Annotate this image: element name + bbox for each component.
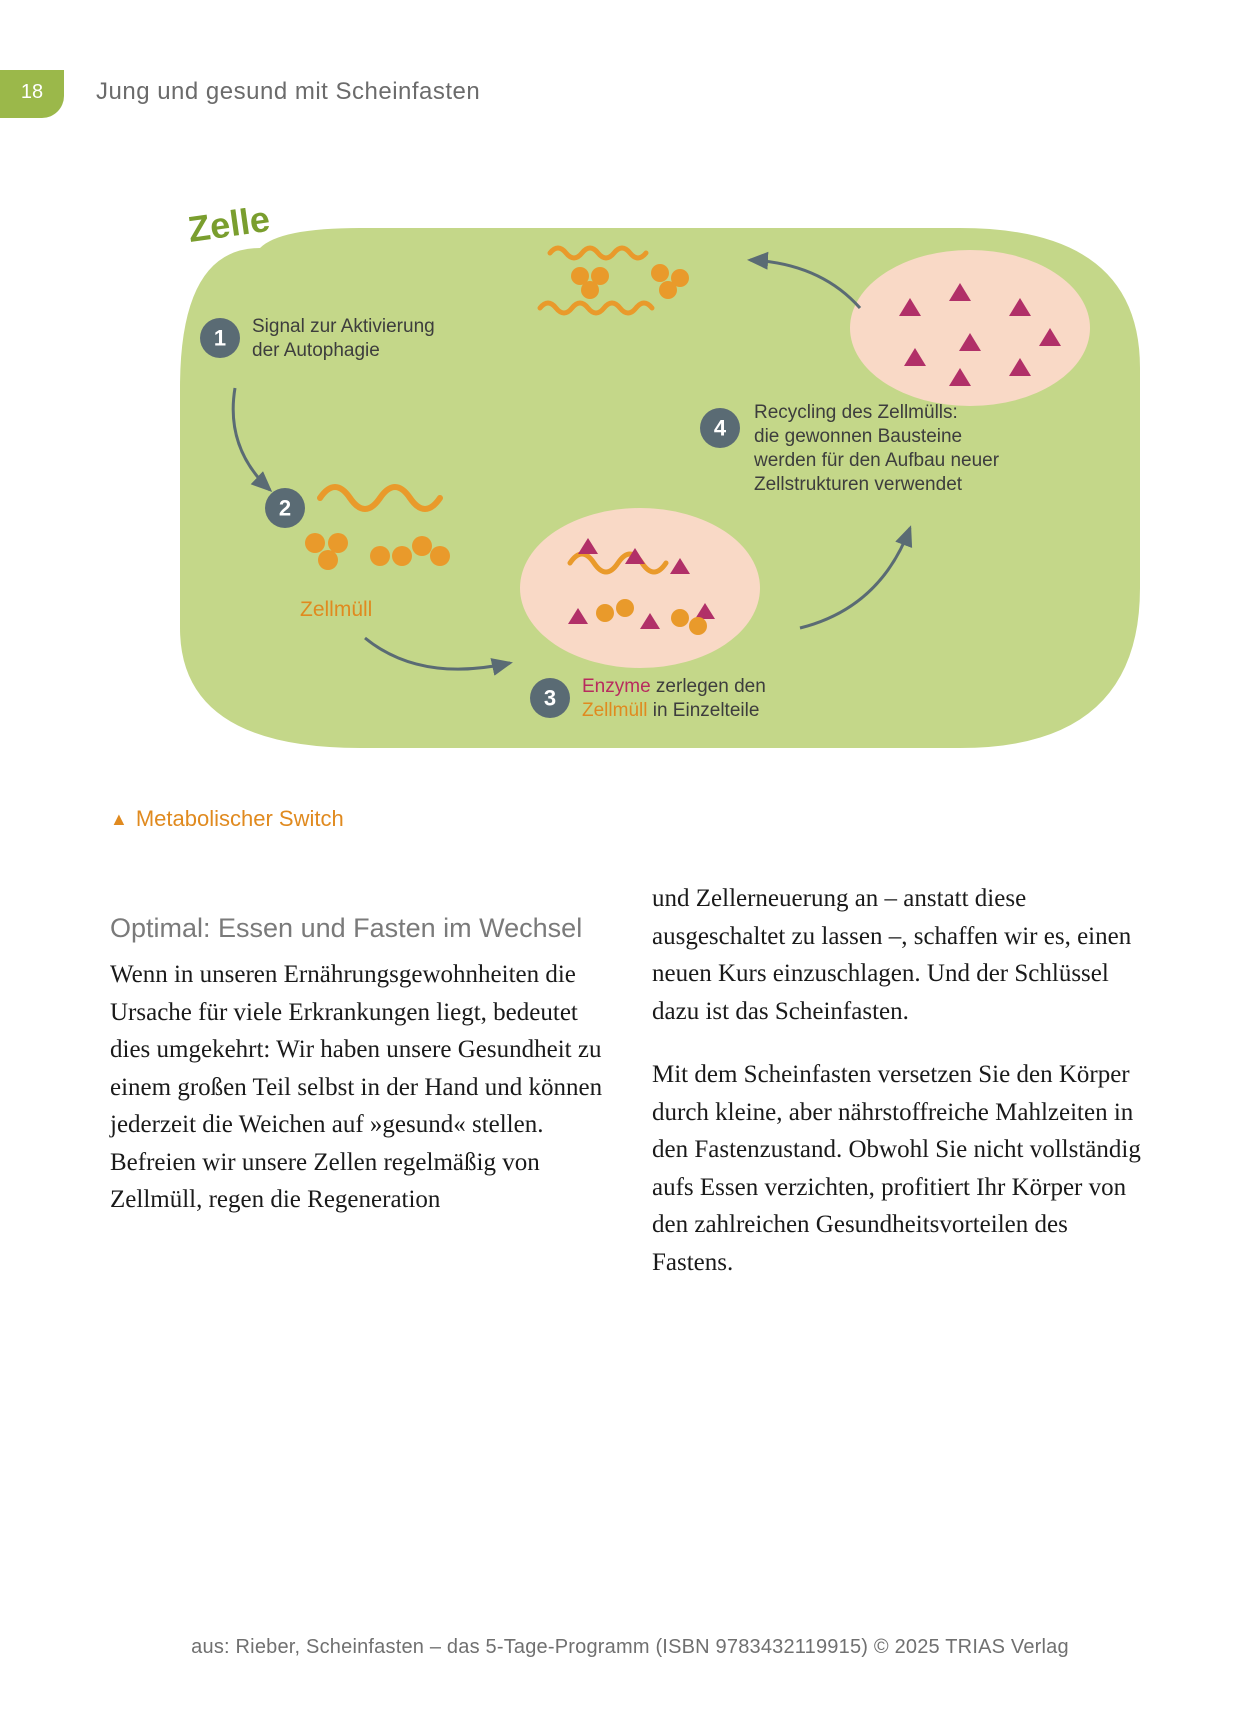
step-4-text-l2: die gewonnen Bausteine — [754, 426, 962, 447]
autophagy-diagram: Zelle 1 Signal zur Aktivierung der Autop… — [140, 208, 1150, 768]
cell-diagram-svg: Zelle 1 Signal zur Aktivierung der Autop… — [140, 208, 1150, 768]
section-heading: Optimal: Essen und Fasten im Wechsel — [110, 910, 608, 946]
step-2-label: Zellmüll — [300, 598, 372, 621]
step-4-text-l1: Recycling des Zellmülls: — [754, 402, 958, 423]
text-columns: Optimal: Essen und Fasten im Wechsel Wen… — [110, 880, 1150, 1281]
footer-citation: aus: Rieber, Scheinfasten – das 5-Tage-P… — [0, 1636, 1260, 1659]
page-number-badge: 18 — [0, 70, 64, 118]
step-2-num: 2 — [279, 496, 291, 521]
vesicle-4 — [850, 250, 1090, 406]
step-3-num: 3 — [544, 686, 556, 711]
step-3-text-l2: Zellmüll in Einzelteile — [582, 700, 759, 721]
step-4-num: 4 — [714, 416, 727, 441]
figure-caption: ▲ Metabolischer Switch — [110, 806, 344, 832]
step-1-text-l2: der Autophagie — [252, 340, 380, 361]
paragraph-1: Wenn in unseren Ernährungsgewohn­heiten … — [110, 956, 608, 1219]
vesicle-3 — [520, 508, 760, 668]
step-4-text-l4: Zellstrukturen verwendet — [754, 474, 963, 495]
chapter-title: Jung und gesund mit Scheinfasten — [96, 78, 480, 106]
step-4-text-l3: werden für den Aufbau neuer — [753, 450, 1000, 471]
caption-arrow-icon: ▲ — [110, 809, 128, 830]
step-1-text-l1: Signal zur Aktivierung — [252, 316, 435, 337]
caption-text: Metabolischer Switch — [136, 806, 344, 831]
column-right: und Zellerneuerung an – anstatt diese au… — [652, 880, 1150, 1281]
cell-title: Zelle — [185, 208, 272, 250]
step-1-num: 1 — [214, 326, 226, 351]
paragraph-2: und Zellerneuerung an – anstatt diese au… — [652, 880, 1150, 1030]
step-3-text-l1: Enzyme zerlegen den — [582, 676, 766, 697]
paragraph-3: Mit dem Scheinfasten versetzen Sie den K… — [652, 1056, 1150, 1281]
column-left: Optimal: Essen und Fasten im Wechsel Wen… — [110, 880, 608, 1281]
